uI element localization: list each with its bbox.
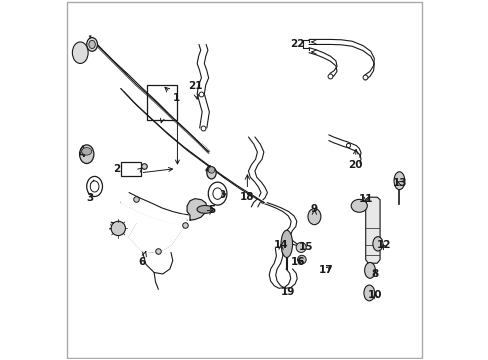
- Text: 2: 2: [113, 164, 120, 174]
- Ellipse shape: [364, 262, 375, 278]
- Ellipse shape: [81, 148, 92, 155]
- Ellipse shape: [281, 230, 292, 257]
- Ellipse shape: [86, 38, 97, 51]
- Text: 1: 1: [164, 87, 180, 103]
- Ellipse shape: [212, 188, 222, 199]
- Text: 12: 12: [376, 240, 390, 250]
- Ellipse shape: [90, 181, 99, 192]
- Ellipse shape: [72, 42, 88, 63]
- Ellipse shape: [208, 182, 226, 205]
- Text: 3: 3: [218, 190, 225, 200]
- Ellipse shape: [111, 221, 125, 235]
- Ellipse shape: [363, 285, 374, 301]
- Bar: [121, 162, 140, 176]
- Text: 3: 3: [86, 180, 95, 203]
- Ellipse shape: [372, 237, 382, 251]
- Text: 14: 14: [273, 240, 288, 250]
- Ellipse shape: [208, 167, 214, 173]
- Ellipse shape: [350, 199, 366, 212]
- Ellipse shape: [206, 167, 216, 179]
- Text: 17: 17: [318, 265, 333, 275]
- Text: 11: 11: [359, 194, 373, 204]
- Text: 4: 4: [79, 146, 86, 159]
- Text: 19: 19: [281, 287, 295, 297]
- Text: 10: 10: [367, 291, 382, 301]
- Text: 8: 8: [371, 269, 378, 279]
- Ellipse shape: [89, 40, 95, 49]
- Text: 7: 7: [109, 222, 116, 232]
- Text: 4: 4: [204, 165, 212, 175]
- Ellipse shape: [393, 172, 404, 190]
- Ellipse shape: [307, 208, 320, 225]
- Bar: [147, 85, 177, 120]
- Text: 9: 9: [310, 204, 317, 215]
- Ellipse shape: [80, 145, 94, 163]
- Text: 20: 20: [347, 149, 362, 170]
- Text: 13: 13: [392, 178, 407, 188]
- Text: 21: 21: [187, 81, 202, 99]
- Text: 16: 16: [290, 257, 305, 267]
- Text: 18: 18: [240, 175, 254, 202]
- Ellipse shape: [297, 255, 305, 264]
- Ellipse shape: [296, 242, 305, 252]
- Polygon shape: [129, 224, 185, 252]
- Ellipse shape: [197, 206, 213, 213]
- Text: 5: 5: [207, 206, 215, 216]
- Text: 22: 22: [290, 40, 304, 49]
- Text: 15: 15: [298, 242, 313, 252]
- Polygon shape: [365, 197, 379, 263]
- Polygon shape: [187, 199, 207, 220]
- Ellipse shape: [86, 176, 102, 197]
- Text: 6: 6: [139, 251, 146, 267]
